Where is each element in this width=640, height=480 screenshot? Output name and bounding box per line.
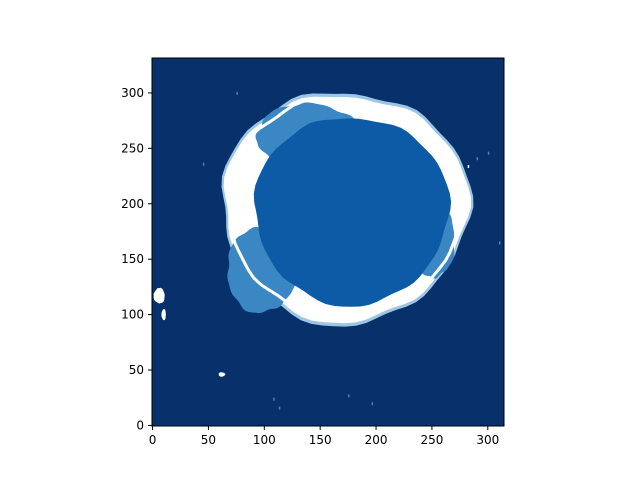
speckle: [202, 162, 205, 166]
x-tick-label: 150: [309, 433, 332, 447]
top-fragment: [218, 372, 226, 377]
y-tick-label: 50: [129, 363, 144, 377]
speckle: [467, 165, 470, 168]
y-tick-label: 300: [121, 86, 144, 100]
speckle: [278, 406, 281, 410]
left-fragment: [153, 287, 165, 304]
interior-region: [253, 118, 452, 307]
axes-frame: [151, 57, 505, 427]
x-tick-label: 300: [476, 433, 499, 447]
x-tick-label: 200: [365, 433, 388, 447]
x-axis: 0 50 100 150 200 250 300: [149, 426, 499, 447]
y-tick-label: 100: [121, 308, 144, 322]
noise-speckles: [202, 91, 501, 410]
speckle: [499, 241, 501, 245]
y-tick-label: 0: [136, 418, 144, 432]
y-axis: 0 50 100 150 200 250 300: [121, 86, 152, 432]
speckle: [476, 157, 479, 161]
speckle: [371, 402, 374, 406]
x-tick-label: 0: [149, 433, 157, 447]
x-tick-label: 250: [420, 433, 443, 447]
y-tick-label: 150: [121, 252, 144, 266]
heatmap-image: [152, 58, 504, 426]
x-tick-label: 50: [201, 433, 216, 447]
speckle: [348, 394, 350, 398]
left-fragment-small: [161, 309, 166, 321]
speckle: [487, 151, 490, 155]
x-tick-label: 100: [253, 433, 276, 447]
y-tick-label: 200: [121, 197, 144, 211]
speckle: [236, 91, 238, 95]
speckle: [273, 397, 275, 401]
speckle: [463, 180, 465, 184]
y-tick-label: 250: [121, 141, 144, 155]
rim-edge: [225, 98, 470, 322]
